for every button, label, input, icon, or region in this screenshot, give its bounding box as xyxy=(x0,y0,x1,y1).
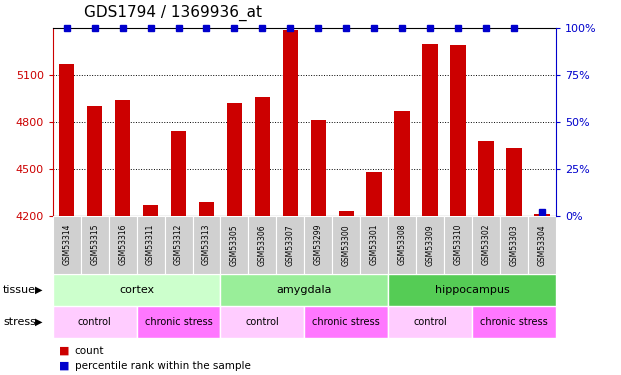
Bar xyxy=(255,97,270,216)
Text: ■: ■ xyxy=(59,346,70,355)
Bar xyxy=(506,148,522,216)
Text: control: control xyxy=(413,316,447,327)
Text: ▶: ▶ xyxy=(35,285,43,295)
Bar xyxy=(388,306,472,338)
Text: hippocampus: hippocampus xyxy=(435,285,509,295)
Text: GSM53304: GSM53304 xyxy=(537,224,546,266)
Bar xyxy=(220,306,304,338)
Bar xyxy=(143,205,158,216)
Bar xyxy=(444,216,472,274)
Text: count: count xyxy=(75,346,104,355)
Text: GSM53308: GSM53308 xyxy=(397,224,407,266)
Text: ▶: ▶ xyxy=(35,316,43,327)
Bar xyxy=(171,131,186,216)
Bar xyxy=(283,30,298,216)
Bar xyxy=(388,216,416,274)
Bar xyxy=(53,274,220,306)
Text: GSM53311: GSM53311 xyxy=(146,224,155,266)
Bar xyxy=(332,216,360,274)
Bar xyxy=(338,211,354,216)
Bar xyxy=(59,64,75,216)
Bar xyxy=(137,306,220,338)
Bar xyxy=(500,216,528,274)
Bar xyxy=(450,45,466,216)
Bar xyxy=(220,274,388,306)
Text: GSM53312: GSM53312 xyxy=(174,224,183,266)
Text: chronic stress: chronic stress xyxy=(312,316,380,327)
Text: tissue: tissue xyxy=(3,285,36,295)
Bar xyxy=(422,44,438,216)
Bar xyxy=(310,120,326,216)
Bar xyxy=(394,111,410,216)
Bar xyxy=(137,216,165,274)
Text: GSM53313: GSM53313 xyxy=(202,224,211,266)
Text: GDS1794 / 1369936_at: GDS1794 / 1369936_at xyxy=(84,4,262,21)
Text: GSM53316: GSM53316 xyxy=(118,224,127,266)
Bar xyxy=(227,103,242,216)
Text: GSM53301: GSM53301 xyxy=(369,224,379,266)
Text: stress: stress xyxy=(3,316,36,327)
Bar xyxy=(248,216,276,274)
Text: GSM53302: GSM53302 xyxy=(481,224,491,266)
Bar xyxy=(360,216,388,274)
Bar xyxy=(165,216,193,274)
Text: chronic stress: chronic stress xyxy=(145,316,212,327)
Text: control: control xyxy=(78,316,112,327)
Bar xyxy=(115,100,130,216)
Text: percentile rank within the sample: percentile rank within the sample xyxy=(75,361,250,370)
Text: GSM53303: GSM53303 xyxy=(509,224,519,266)
Bar xyxy=(366,172,382,216)
Text: ■: ■ xyxy=(59,361,70,370)
Text: cortex: cortex xyxy=(119,285,154,295)
Text: GSM53299: GSM53299 xyxy=(314,224,323,266)
Text: GSM53314: GSM53314 xyxy=(62,224,71,266)
Text: GSM53306: GSM53306 xyxy=(258,224,267,266)
Text: GSM53307: GSM53307 xyxy=(286,224,295,266)
Bar xyxy=(276,216,304,274)
Text: control: control xyxy=(245,316,279,327)
Text: GSM53315: GSM53315 xyxy=(90,224,99,266)
Bar xyxy=(87,106,102,216)
Bar xyxy=(472,306,556,338)
Bar xyxy=(534,214,550,216)
Bar xyxy=(416,216,444,274)
Text: GSM53305: GSM53305 xyxy=(230,224,239,266)
Bar xyxy=(53,306,137,338)
Bar xyxy=(109,216,137,274)
Bar xyxy=(199,202,214,216)
Text: GSM53309: GSM53309 xyxy=(425,224,435,266)
Bar xyxy=(193,216,220,274)
Bar xyxy=(478,141,494,216)
Bar xyxy=(388,274,556,306)
Bar xyxy=(53,216,81,274)
Text: amygdala: amygdala xyxy=(276,285,332,295)
Text: GSM53310: GSM53310 xyxy=(453,224,463,266)
Bar xyxy=(220,216,248,274)
Text: chronic stress: chronic stress xyxy=(480,316,548,327)
Bar xyxy=(81,216,109,274)
Bar xyxy=(528,216,556,274)
Bar xyxy=(304,216,332,274)
Text: GSM53300: GSM53300 xyxy=(342,224,351,266)
Bar xyxy=(472,216,500,274)
Bar xyxy=(304,306,388,338)
